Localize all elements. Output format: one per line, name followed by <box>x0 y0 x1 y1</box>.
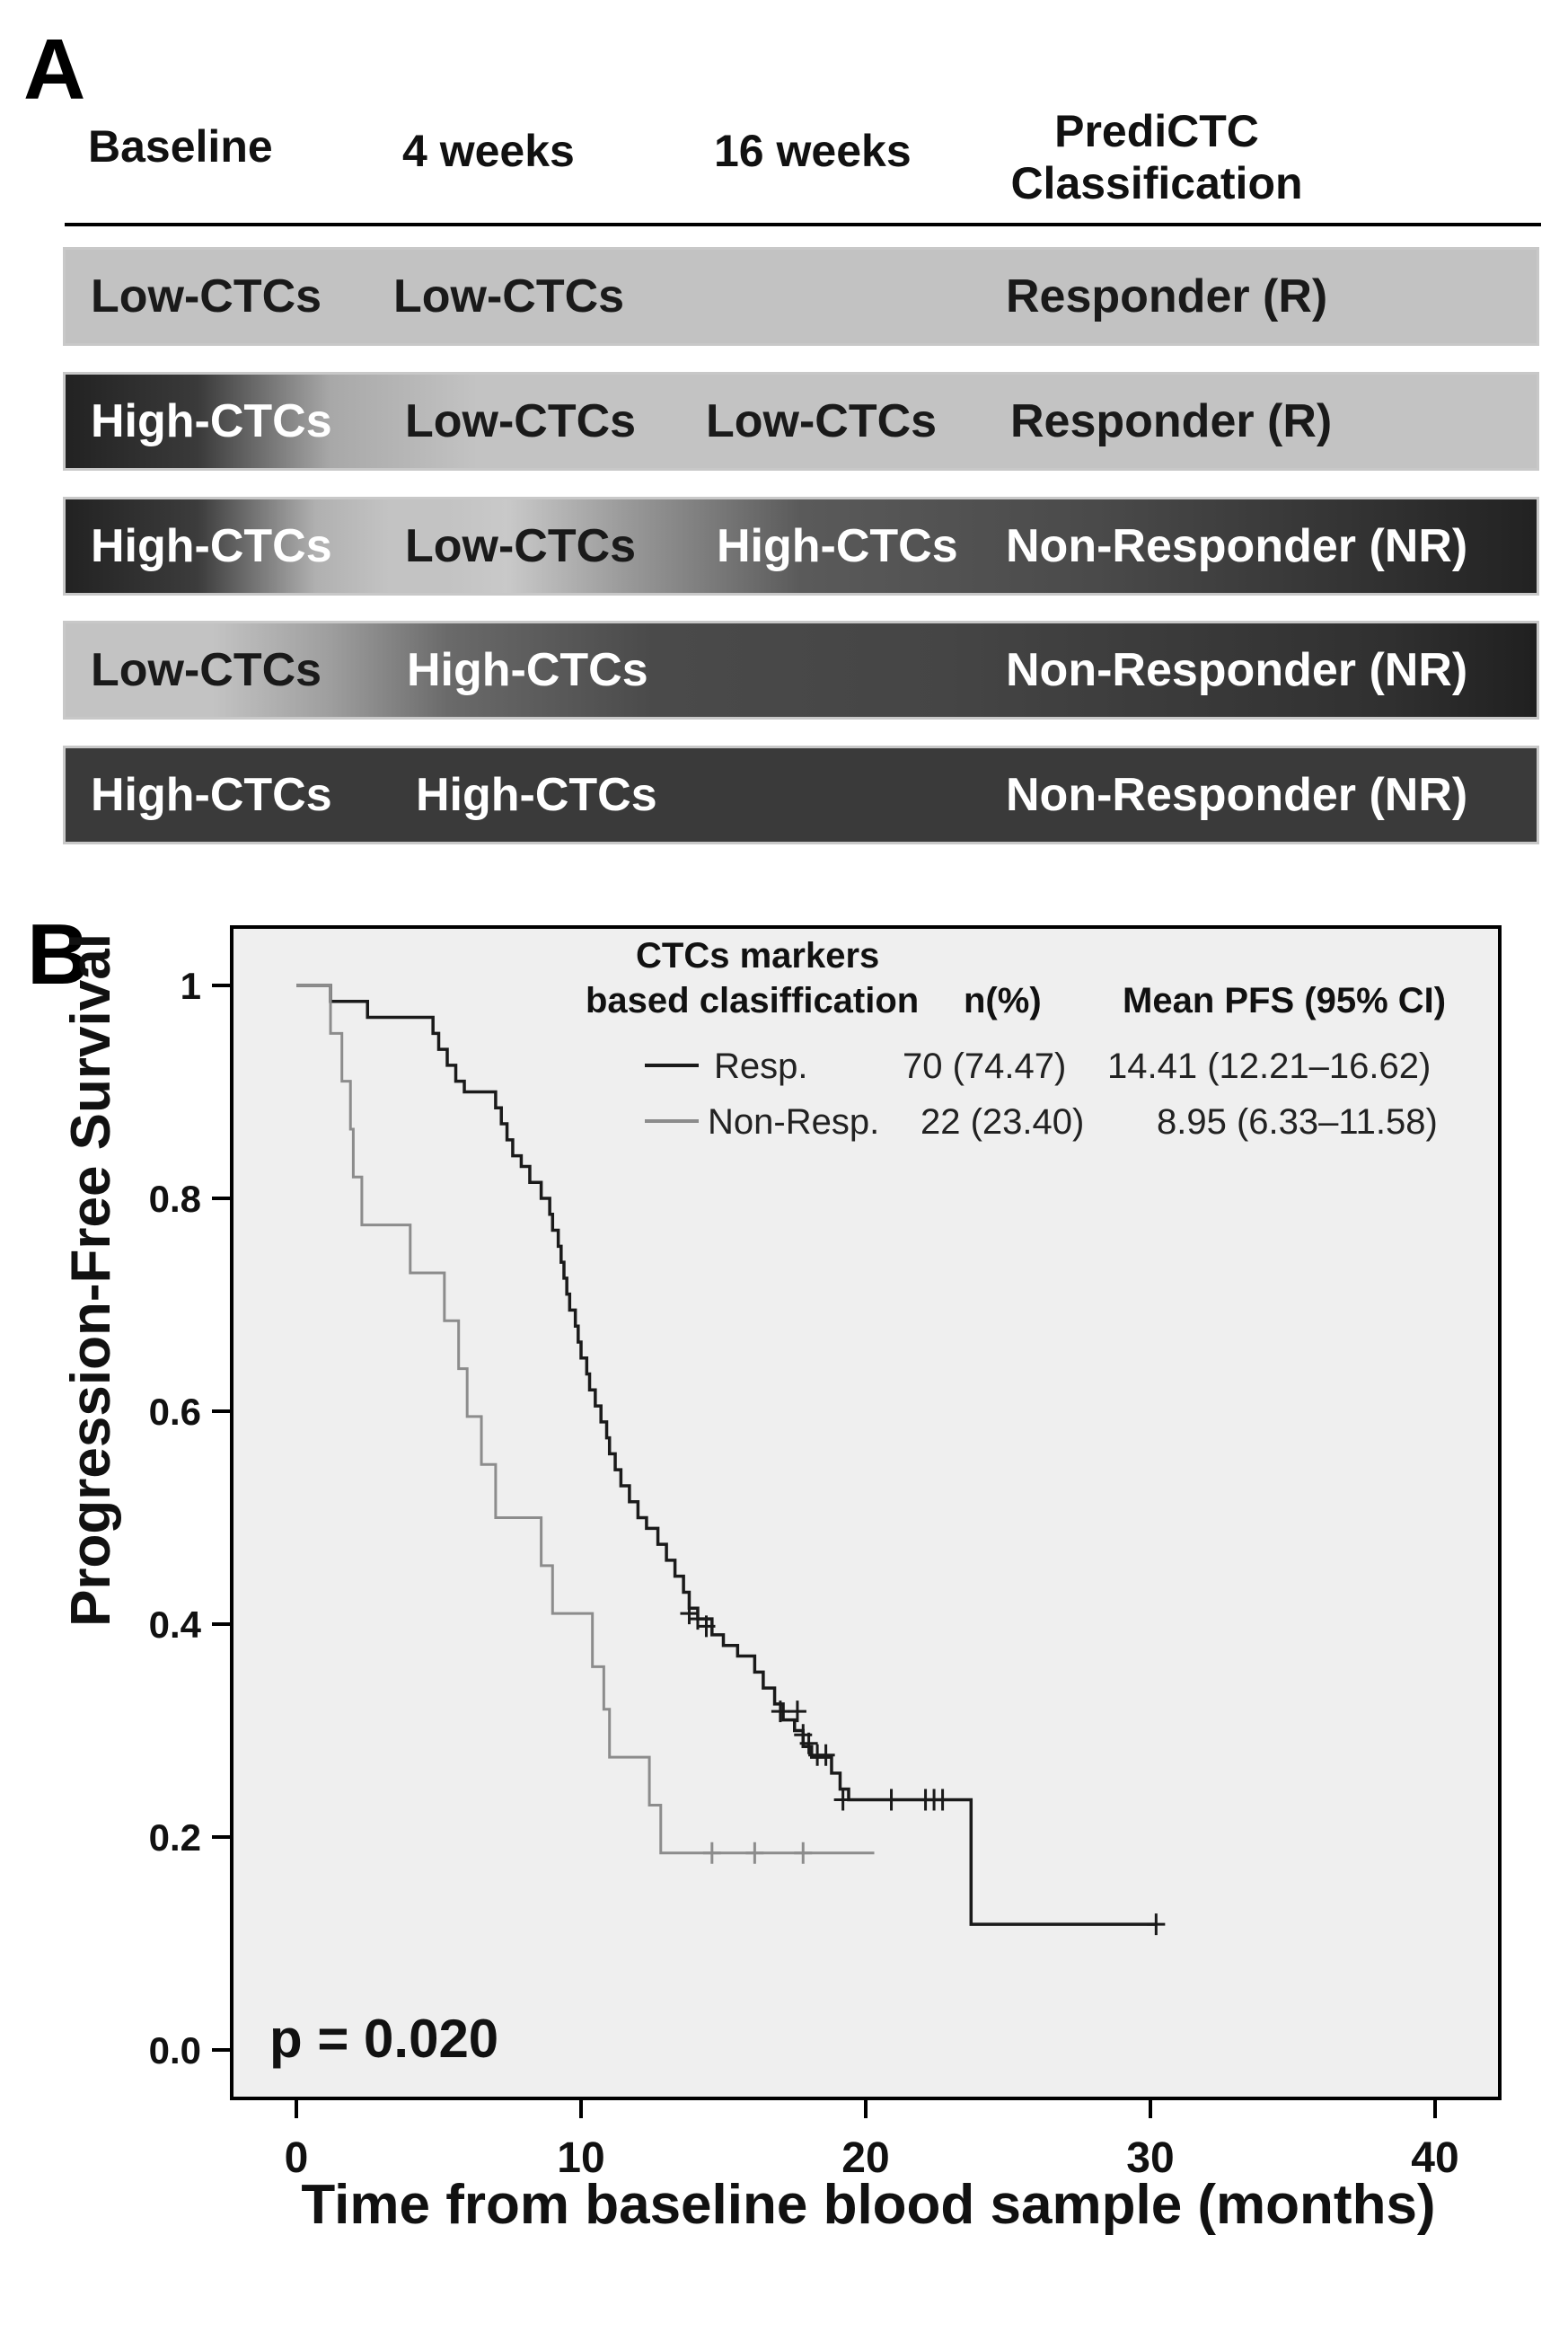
censor-mark <box>788 1700 806 1723</box>
legend-n-header: n(%) <box>964 981 1042 1020</box>
row-classification: Responder (R) <box>1006 270 1328 322</box>
legend-resp-pfs: 14.41 (12.21–16.62) <box>1107 1047 1431 1086</box>
header-predictc-classification: PrediCTC Classification <box>1004 106 1309 209</box>
x-tick-label: 40 <box>1411 2134 1458 2182</box>
plot-area <box>230 925 1502 2100</box>
row-baseline: Low-CTCs <box>91 644 322 696</box>
row-baseline: High-CTCs <box>91 395 332 447</box>
panel-b-label: B <box>27 906 90 1003</box>
censor-mark <box>816 1744 835 1766</box>
header-classification: Classification <box>1010 157 1303 208</box>
legend-nonresp-name: Non-Resp. <box>708 1102 879 1142</box>
y-tick-label: 0.0 <box>149 2029 201 2071</box>
classification-row: High-CTCs High-CTCs Non-Responder (NR) <box>63 746 1539 844</box>
header-baseline: Baseline <box>88 121 273 172</box>
row-4-weeks: Low-CTCs <box>405 395 637 447</box>
row-16-weeks: Low-CTCs <box>706 395 938 447</box>
censor-mark <box>702 1842 721 1864</box>
y-tick-label: 0.6 <box>149 1391 201 1433</box>
row-4-weeks: High-CTCs <box>416 769 657 821</box>
row-4-weeks: Low-CTCs <box>393 270 625 322</box>
censor-mark <box>794 1842 813 1864</box>
x-tick-label: 30 <box>1126 2134 1174 2182</box>
row-4-weeks: High-CTCs <box>407 644 648 696</box>
row-4-weeks: Low-CTCs <box>405 520 637 572</box>
classification-row: Low-CTCs Low-CTCs Responder (R) <box>63 247 1539 346</box>
row-classification: Non-Responder (NR) <box>1006 644 1468 696</box>
censor-mark <box>680 1603 699 1625</box>
panel-a-label: A <box>23 22 86 118</box>
row-classification: Non-Responder (NR) <box>1006 520 1468 572</box>
censor-mark <box>697 1615 716 1638</box>
row-baseline: Low-CTCs <box>91 270 322 322</box>
row-classification: Responder (R) <box>1010 395 1333 447</box>
censor-mark <box>745 1842 764 1864</box>
row-baseline: High-CTCs <box>91 769 332 821</box>
survival-curve-nonresp <box>296 984 875 1855</box>
legend-resp-n: 70 (74.47) <box>903 1047 1066 1086</box>
y-tick-label: 0.8 <box>149 1178 201 1220</box>
legend-title-line1: CTCs markers <box>636 936 879 976</box>
x-tick-label: 20 <box>841 2134 889 2182</box>
axes: 0.00.20.40.60.810 10 20 30 40 <box>149 965 1459 2182</box>
y-tick-label: 0.4 <box>149 1603 202 1646</box>
series-layer <box>296 984 1166 1936</box>
header-divider <box>65 223 1541 226</box>
classification-row: High-CTCs Low-CTCs High-CTCs Non-Respond… <box>63 497 1539 596</box>
classification-row: High-CTCs Low-CTCs Low-CTCs Responder (R… <box>63 372 1539 471</box>
header-16-weeks: 16 weeks <box>714 126 912 176</box>
x-tick-label: 10 <box>557 2134 604 2182</box>
legend-nonresp-n: 22 (23.40) <box>921 1102 1084 1142</box>
x-axis-label: Time from baseline blood sample (months) <box>301 2174 1435 2236</box>
legend-nonresp-pfs: 8.95 (6.33–11.58) <box>1157 1102 1438 1142</box>
header-4-weeks: 4 weeks <box>402 126 575 176</box>
y-tick-label: 1 <box>181 965 201 1007</box>
row-classification: Non-Responder (NR) <box>1006 769 1468 821</box>
survival-curve-resp <box>296 984 1157 1926</box>
legend-title-line2: based clasiffication <box>586 981 919 1020</box>
y-tick-label: 0.2 <box>149 1816 201 1859</box>
censor-mark <box>833 1789 852 1811</box>
censor-mark <box>799 1732 818 1754</box>
censor-mark <box>1147 1913 1166 1936</box>
classification-row: Low-CTCs High-CTCs Non-Responder (NR) <box>63 621 1539 720</box>
censor-mark <box>933 1789 952 1811</box>
legend-resp-name: Resp. <box>714 1047 808 1086</box>
censor-mark <box>771 1700 789 1723</box>
x-tick-label: 0 <box>285 2134 309 2182</box>
row-baseline: High-CTCs <box>91 520 332 572</box>
row-16-weeks: High-CTCs <box>717 520 958 572</box>
legend-pfs-header: Mean PFS (95% CI) <box>1123 981 1446 1020</box>
p-value: p = 0.020 <box>269 2009 498 2069</box>
censor-mark <box>882 1789 901 1811</box>
y-axis-label: Progression-Free Survival <box>60 933 122 1627</box>
header-predictc: PrediCTC <box>1054 106 1259 156</box>
